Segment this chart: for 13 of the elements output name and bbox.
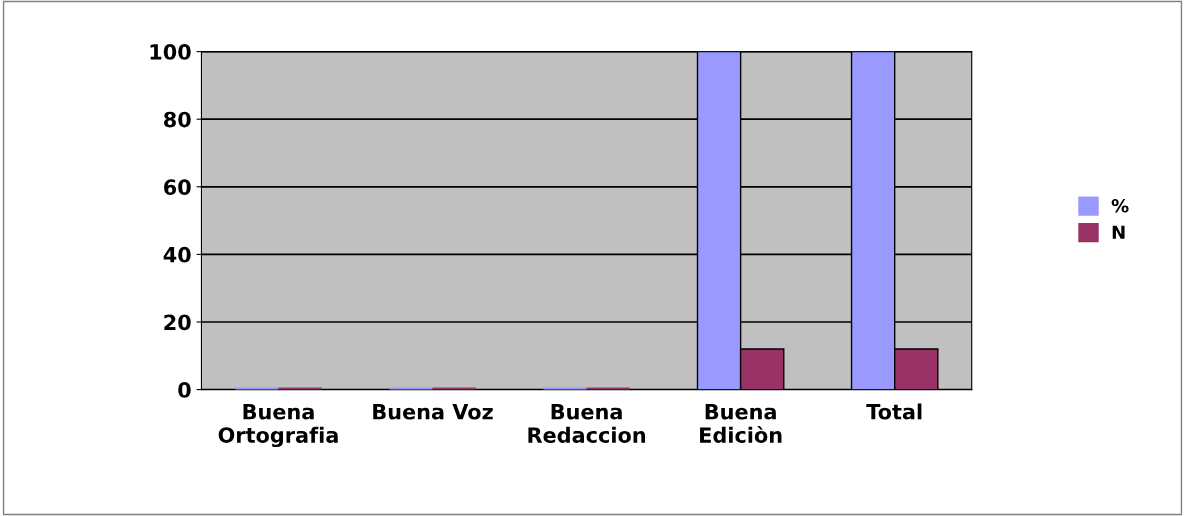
legend-label: % (1111, 198, 1129, 213)
x-tick-label: Buena Redaccion (528, 404, 646, 443)
y-tick-label: 20 (164, 314, 191, 331)
x-tick-label: Total (866, 403, 922, 420)
x-tick-label: Buena Ortografia (218, 404, 338, 448)
y-tick-label: 40 (163, 246, 191, 263)
y-tick-label: 80 (164, 111, 191, 128)
y-tick-label: 60 (164, 179, 191, 195)
y-tick-label: 0 (178, 382, 191, 398)
legend-label: N (1112, 225, 1125, 239)
x-tick-label: Buena Voz (373, 404, 493, 420)
x-tick-label: Buena Ediciòn (700, 404, 782, 443)
y-tick-label: 100 (150, 44, 191, 60)
